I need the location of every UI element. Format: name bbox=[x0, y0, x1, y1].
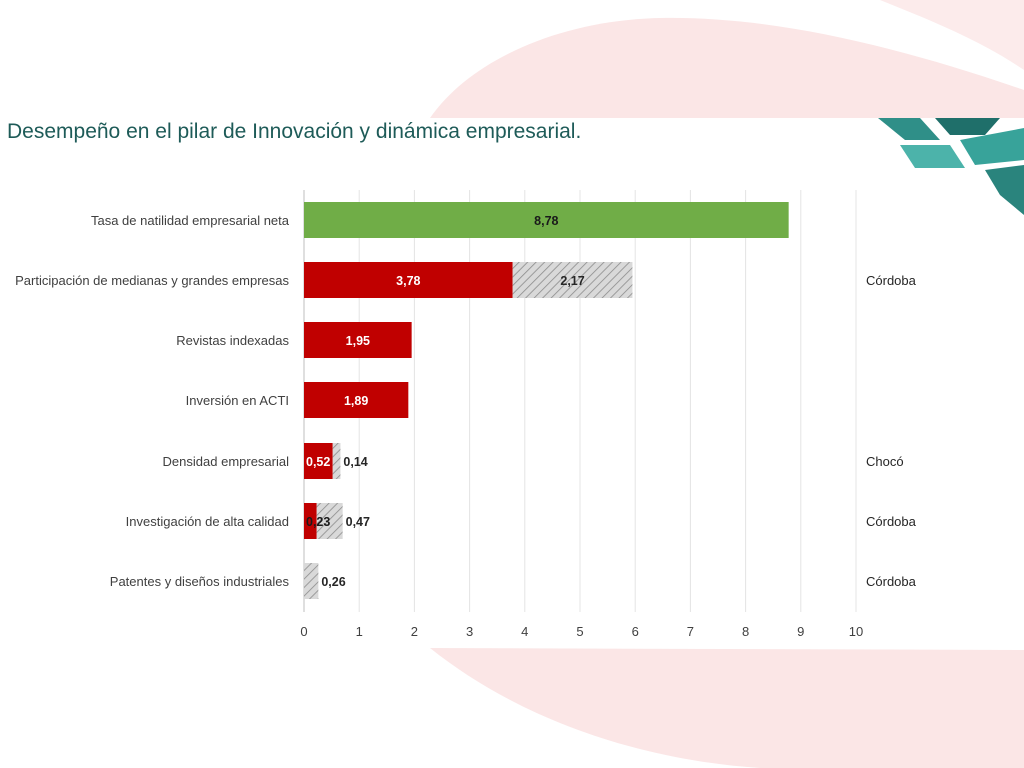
bar-gap-value-label: 0,26 bbox=[321, 575, 345, 589]
x-axis-tick-labels: 0 1 2 3 4 5 6 7 8 9 10 bbox=[300, 624, 863, 639]
category-label: Densidad empresarial bbox=[163, 454, 290, 469]
bar-gap bbox=[512, 262, 633, 298]
x-tick-label: 3 bbox=[466, 624, 473, 639]
x-tick-label: 9 bbox=[797, 624, 804, 639]
bars bbox=[304, 202, 789, 599]
brand-logo-mark bbox=[878, 118, 1024, 215]
bar-main-value-label: 3,78 bbox=[396, 274, 420, 288]
bar-gap bbox=[316, 503, 343, 539]
x-tick-label: 1 bbox=[356, 624, 363, 639]
bar-main-value-label: 0,23 bbox=[306, 515, 330, 529]
x-tick-label: 0 bbox=[300, 624, 307, 639]
x-tick-label: 4 bbox=[521, 624, 528, 639]
region-annotation: Córdoba bbox=[866, 574, 917, 589]
bar-main bbox=[304, 322, 412, 358]
category-label: Participación de medianas y grandes empr… bbox=[15, 273, 289, 288]
background-accent-shape-bottom bbox=[430, 648, 1024, 768]
bar-main bbox=[304, 202, 789, 238]
category-label: Revistas indexadas bbox=[176, 333, 289, 348]
bar-main-value-label: 8,78 bbox=[534, 214, 558, 228]
region-annotation: Córdoba bbox=[866, 273, 917, 288]
region-annotation: Córdoba bbox=[866, 514, 917, 529]
category-label: Investigación de alta calidad bbox=[126, 514, 289, 529]
bar-gap-value-label: 0,47 bbox=[346, 515, 370, 529]
bar-main-value-label: 1,95 bbox=[346, 334, 370, 348]
category-labels: Tasa de natilidad empresarial neta Partic… bbox=[15, 213, 290, 589]
category-label: Inversión en ACTI bbox=[186, 393, 289, 408]
region-annotation: Chocó bbox=[866, 454, 904, 469]
x-tick-label: 8 bbox=[742, 624, 749, 639]
x-tick-label: 5 bbox=[576, 624, 583, 639]
background-accent-shape-top bbox=[430, 17, 1024, 119]
bar-main-value-label: 0,52 bbox=[306, 455, 330, 469]
bar-main-value-label: 1,89 bbox=[344, 394, 368, 408]
x-tick-label: 6 bbox=[632, 624, 639, 639]
bar-main bbox=[304, 382, 409, 418]
x-tick-label: 10 bbox=[849, 624, 863, 639]
bar-main bbox=[304, 262, 513, 298]
x-tick-label: 7 bbox=[687, 624, 694, 639]
x-tick-label: 2 bbox=[411, 624, 418, 639]
bar-main bbox=[304, 503, 317, 539]
data-labels: 8,78 3,78 2,17 1,95 1,89 0,52 0,14 0,23 0,47 0,26 bbox=[306, 214, 585, 589]
slide-title: Desempeño en el pilar de Innovación y di… bbox=[7, 120, 582, 143]
bar-gap bbox=[332, 443, 341, 479]
bar-gap bbox=[304, 563, 319, 599]
background-accent-shape-right bbox=[880, 0, 1024, 70]
annotations: Córdoba Chocó Córdoba Córdoba bbox=[866, 273, 917, 589]
bar-gap-value-label: 2,17 bbox=[560, 274, 584, 288]
bar-main bbox=[304, 443, 333, 479]
category-label: Patentes y diseños industriales bbox=[110, 574, 290, 589]
category-label: Tasa de natilidad empresarial neta bbox=[91, 213, 290, 228]
bar-gap-value-label: 0,14 bbox=[343, 455, 367, 469]
